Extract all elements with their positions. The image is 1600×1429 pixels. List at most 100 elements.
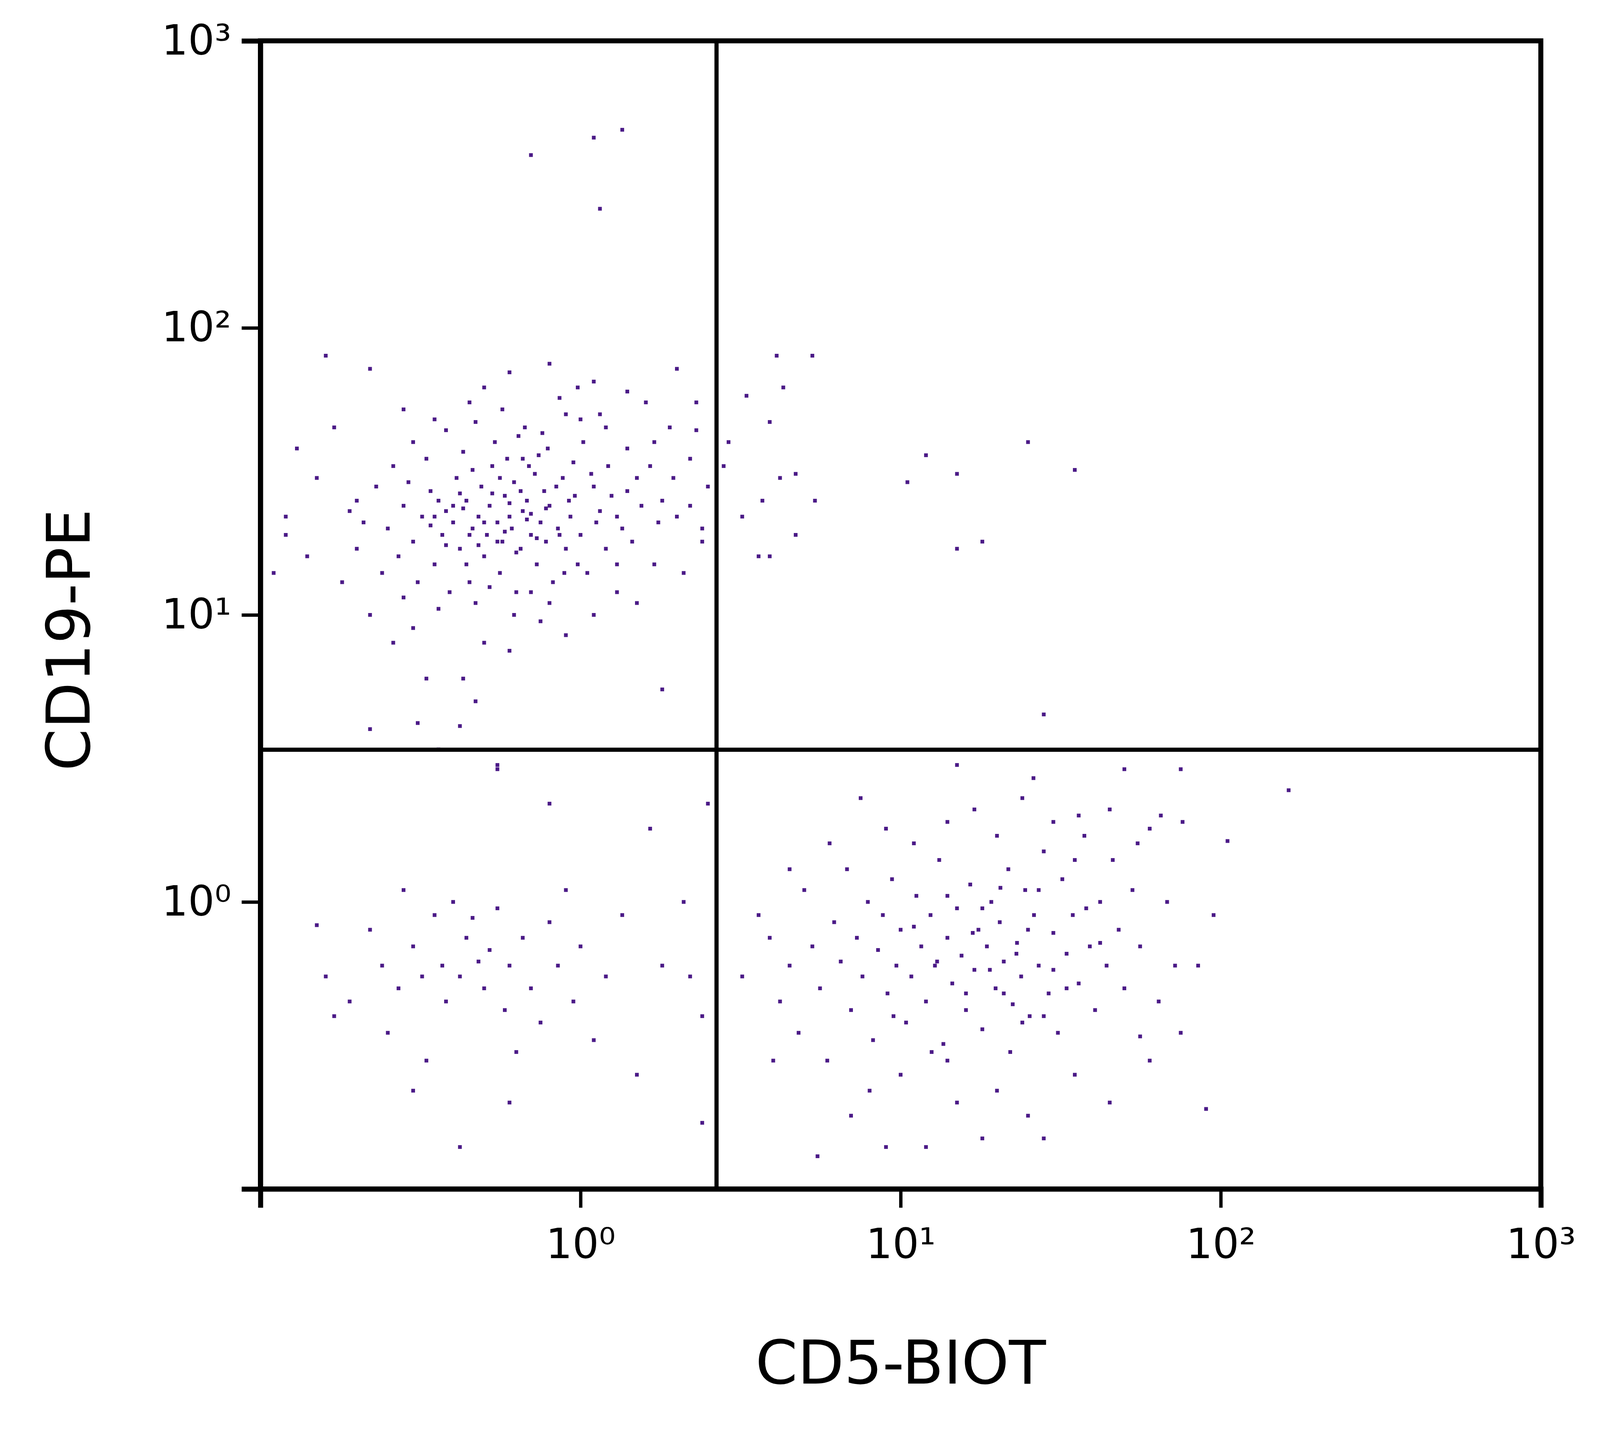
point — [540, 431, 545, 435]
point — [529, 532, 533, 537]
point — [1286, 788, 1291, 793]
point — [1110, 857, 1115, 862]
point — [945, 893, 950, 898]
x-tick-mark — [579, 1188, 583, 1208]
point — [1027, 1014, 1032, 1018]
point — [1026, 440, 1030, 444]
y-tick: 10² — [161, 302, 261, 352]
point — [781, 385, 785, 390]
point — [467, 580, 472, 585]
point — [871, 1037, 875, 1042]
point — [557, 395, 562, 400]
point — [401, 595, 406, 600]
point — [860, 974, 865, 979]
point — [525, 498, 529, 503]
point — [1036, 963, 1041, 968]
point — [571, 999, 576, 1004]
point — [502, 1007, 507, 1012]
point — [832, 920, 837, 924]
point — [562, 570, 567, 575]
point — [815, 1154, 820, 1158]
point — [420, 974, 425, 979]
point — [507, 501, 512, 505]
point — [884, 1145, 888, 1149]
point — [578, 944, 583, 948]
point — [787, 867, 792, 871]
point — [424, 456, 429, 461]
point — [1051, 820, 1056, 824]
point — [457, 1145, 462, 1149]
point — [1032, 912, 1036, 917]
point — [518, 489, 523, 493]
point — [1138, 1034, 1143, 1038]
point — [972, 807, 977, 812]
point — [516, 434, 521, 438]
point — [1156, 999, 1161, 1004]
point — [532, 472, 537, 476]
point — [1138, 944, 1143, 948]
point — [368, 727, 373, 731]
point — [507, 963, 512, 968]
y-tick-mark — [241, 39, 261, 43]
point — [997, 920, 1002, 924]
point — [585, 570, 590, 575]
point — [1010, 1002, 1015, 1006]
point — [547, 503, 552, 508]
y-axis-line — [241, 41, 261, 1190]
point — [567, 498, 571, 503]
point — [589, 472, 593, 476]
point — [1130, 887, 1135, 892]
point — [1178, 1030, 1183, 1035]
point — [924, 999, 928, 1004]
y-axis-title: CD19-PE — [33, 508, 104, 771]
point — [740, 514, 745, 519]
point — [904, 1020, 908, 1025]
point — [401, 503, 406, 508]
point — [810, 944, 815, 948]
point — [497, 475, 502, 480]
point — [581, 440, 585, 444]
point — [959, 953, 964, 958]
point — [557, 532, 562, 537]
point — [432, 912, 437, 917]
point — [941, 1042, 946, 1046]
point — [1196, 963, 1200, 968]
point — [660, 498, 665, 503]
point — [625, 446, 630, 451]
point — [909, 974, 914, 979]
point — [514, 1050, 519, 1054]
gate-horizontal — [260, 747, 1541, 752]
point — [924, 453, 928, 458]
point — [355, 546, 359, 551]
point — [1042, 1136, 1046, 1140]
point — [1042, 849, 1046, 853]
point — [391, 464, 395, 468]
point — [700, 539, 705, 544]
point — [554, 484, 559, 489]
x-tick: 10² — [1186, 1188, 1256, 1268]
point — [838, 959, 843, 964]
point — [457, 491, 462, 495]
point — [1055, 1030, 1060, 1035]
point — [1087, 944, 1092, 948]
point — [535, 562, 539, 567]
point — [635, 600, 639, 605]
y-tick: 10¹ — [161, 589, 261, 639]
x-tick-mark — [1539, 1188, 1543, 1208]
x-tick-mark — [899, 1188, 903, 1208]
point — [432, 562, 437, 567]
point — [656, 520, 660, 525]
point — [1072, 857, 1077, 862]
point — [980, 906, 985, 910]
point — [998, 885, 1003, 890]
point — [1180, 820, 1185, 824]
point — [323, 974, 328, 979]
point — [374, 484, 378, 489]
point — [688, 456, 693, 461]
point — [620, 127, 625, 132]
point — [396, 554, 401, 558]
point — [502, 529, 507, 534]
point — [457, 546, 462, 551]
point — [547, 920, 552, 924]
point — [547, 361, 552, 366]
